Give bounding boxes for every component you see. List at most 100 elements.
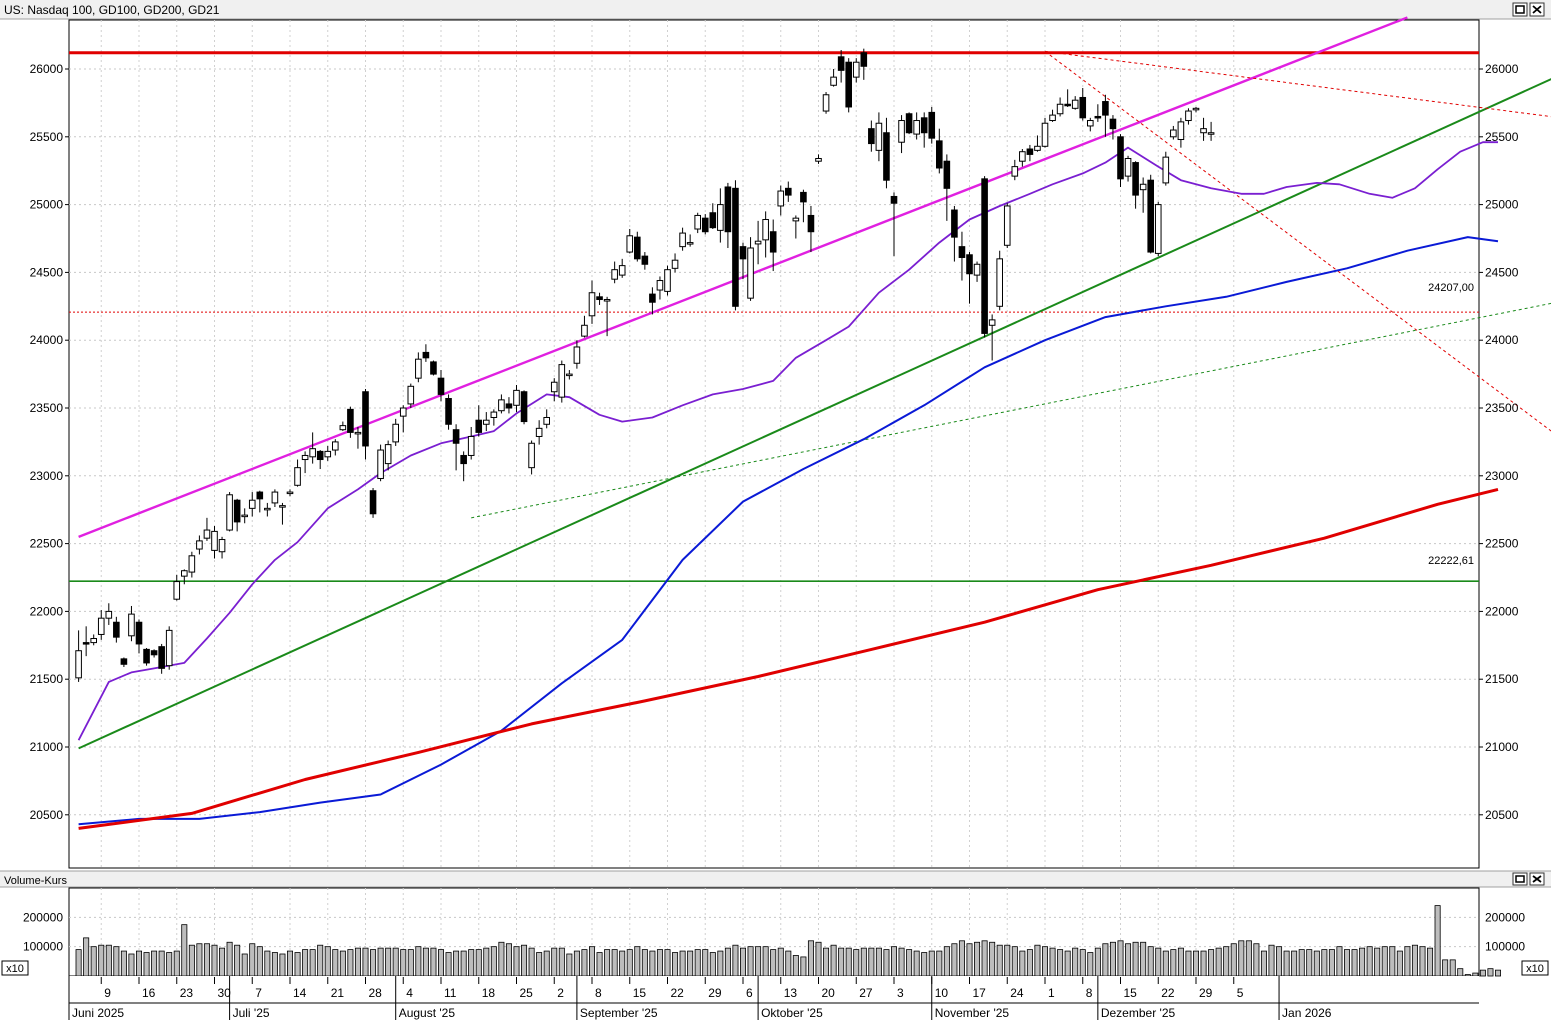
candle-up [384, 444, 392, 465]
trendline-support-main [78, 78, 1551, 750]
date-day-label: 6 [746, 986, 753, 1000]
volume-bar [762, 946, 769, 977]
volume-bar [581, 949, 588, 977]
date-month-label: September '25 [580, 1006, 658, 1020]
volume-bar [1034, 944, 1041, 977]
volume-bar [702, 949, 709, 977]
date-day-label: 28 [369, 986, 383, 1000]
volume-bar [453, 950, 460, 977]
volume-bar [845, 947, 852, 977]
candle-up [196, 540, 203, 550]
candle-down [520, 391, 528, 423]
volume-bar [672, 952, 679, 977]
volume-bar [513, 946, 520, 977]
date-day-label: 18 [482, 986, 496, 1000]
volume-bar [732, 944, 739, 977]
volume-bar [354, 947, 361, 977]
candle-up [490, 411, 498, 418]
volume-bar [1495, 969, 1502, 977]
volume-bar [173, 950, 180, 977]
volume-bar [1291, 950, 1298, 977]
date-month-label: Juni 2025 [72, 1006, 124, 1020]
volume-bar [1442, 959, 1449, 977]
candle-down [800, 191, 807, 203]
candle-up [90, 638, 98, 644]
candle-up [747, 247, 754, 299]
volume-bar [211, 944, 218, 977]
candle-up [1207, 132, 1215, 135]
volume-bar [694, 949, 701, 977]
volume-bar [1177, 947, 1184, 977]
price-tick-label: 24000 [30, 333, 64, 347]
candle-down [158, 646, 165, 669]
volume-bar [1359, 947, 1366, 977]
candle-down [1079, 96, 1087, 119]
volume-bar [1260, 950, 1267, 977]
candle-up [105, 610, 113, 619]
volume-bar [385, 947, 392, 977]
volume-bar [1449, 959, 1456, 977]
volume-bar [483, 947, 490, 977]
candle-down [82, 642, 90, 645]
volume-bar [1125, 943, 1132, 977]
candle-down [1102, 101, 1109, 116]
volume-bar [755, 946, 762, 977]
volume-bar [777, 947, 784, 977]
volume-bar [181, 924, 188, 977]
annotation-24207: 24207,00 [1428, 282, 1474, 294]
candle-up [415, 358, 422, 379]
candle-up [777, 190, 785, 207]
candle-up [1041, 122, 1049, 147]
candle-up [377, 449, 384, 480]
volume-bar [120, 950, 127, 977]
volume-bar [166, 952, 173, 977]
candle-up [332, 441, 339, 451]
volume-maximize-button[interactable] [1512, 872, 1528, 886]
volume-bar [1019, 950, 1026, 977]
candle-down [135, 621, 143, 645]
volume-bar [740, 947, 747, 977]
volume-bar [1464, 974, 1471, 977]
volume-bar [860, 947, 867, 977]
date-day-label: 11 [444, 986, 457, 1000]
volume-bar [1283, 950, 1290, 977]
volume-bar [1057, 949, 1064, 977]
candle-up [1185, 110, 1192, 122]
volume-bar [807, 940, 814, 977]
candle-up [324, 450, 332, 458]
volume-bar [256, 946, 263, 977]
volume-bar [1026, 949, 1033, 977]
volume-bar [415, 946, 422, 977]
candle-up [97, 617, 105, 635]
date-day-label: 16 [142, 986, 156, 1000]
volume-bar [317, 944, 324, 977]
volume-bar [596, 952, 603, 977]
price-close-button[interactable] [1529, 2, 1545, 17]
date-month-label: August '25 [399, 1006, 456, 1020]
date-day-label: 1 [1048, 986, 1055, 1000]
candle-up [528, 442, 535, 469]
annotation-22222: 22222,61 [1428, 555, 1474, 567]
candle-up [264, 507, 271, 511]
price-maximize-button[interactable] [1512, 2, 1528, 17]
candle-down [143, 648, 150, 664]
volume-panel-title: Volume-Kurs [4, 875, 67, 887]
volume-bar [551, 947, 558, 977]
candle-down [452, 429, 460, 444]
volume-bar [135, 950, 142, 977]
volume-bar [362, 947, 369, 977]
price-tick-label: 24500 [1485, 265, 1519, 279]
volume-close-button[interactable] [1529, 872, 1545, 886]
volume-bar [543, 950, 550, 977]
volume-bar [770, 949, 777, 977]
moving-averages [77, 141, 1499, 830]
candle-down [883, 132, 890, 181]
volume-bar [203, 943, 210, 977]
date-day-label: 15 [633, 986, 647, 1000]
candle-down [769, 231, 777, 253]
volume-bar [981, 940, 988, 977]
volume-bar [1487, 968, 1494, 977]
volume-bar [951, 943, 958, 977]
price-tick-label: 25000 [30, 198, 64, 212]
